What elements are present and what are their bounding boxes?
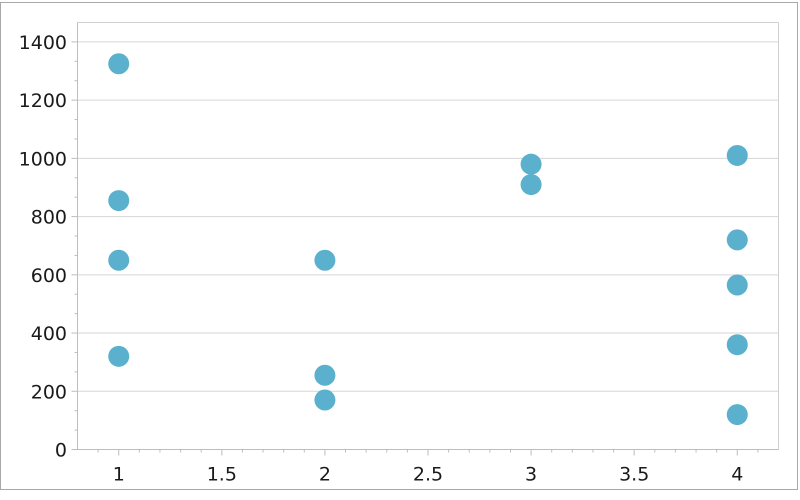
- x-axis-tick-label: 2.5: [413, 464, 443, 486]
- y-axis-tick-label: 600: [31, 265, 67, 287]
- data-point-x4-y360[interactable]: [726, 334, 748, 356]
- data-point-x4-y720[interactable]: [726, 229, 748, 251]
- y-axis-tick-label: 1000: [19, 148, 67, 170]
- y-axis-tick-label: 200: [31, 381, 67, 403]
- y-axis-tick-label: 0: [55, 440, 67, 462]
- data-point-x4-y120[interactable]: [726, 404, 748, 426]
- y-axis-tick-label: 1400: [19, 32, 67, 54]
- y-axis-tick-label: 400: [31, 323, 67, 345]
- x-axis-tick-label: 3.5: [619, 464, 649, 486]
- y-axis-tick-label: 800: [31, 207, 67, 229]
- data-point-x1-y650[interactable]: [108, 249, 130, 271]
- data-point-x1-y855[interactable]: [108, 190, 130, 212]
- y-axis-tick-label: 1200: [19, 90, 67, 112]
- x-axis-tick-label: 1.5: [207, 464, 237, 486]
- data-point-x2-y650[interactable]: [314, 249, 336, 271]
- data-point-x1-y1325[interactable]: [108, 53, 130, 75]
- data-point-x2-y170[interactable]: [314, 389, 336, 411]
- data-point-x4-y565[interactable]: [726, 274, 748, 296]
- data-point-x3-y910[interactable]: [520, 174, 542, 196]
- data-point-x1-y320[interactable]: [108, 345, 130, 367]
- x-axis-tick-label: 3: [525, 464, 537, 486]
- x-axis-tick-label: 4: [731, 464, 743, 486]
- data-point-x4-y1010[interactable]: [726, 144, 748, 166]
- x-axis-tick-label: 1: [113, 464, 125, 486]
- chart-frame: [0, 2, 798, 490]
- x-axis-tick-label: 2: [319, 464, 331, 486]
- data-point-x2-y255[interactable]: [314, 364, 336, 386]
- data-point-x3-y980[interactable]: [520, 153, 542, 175]
